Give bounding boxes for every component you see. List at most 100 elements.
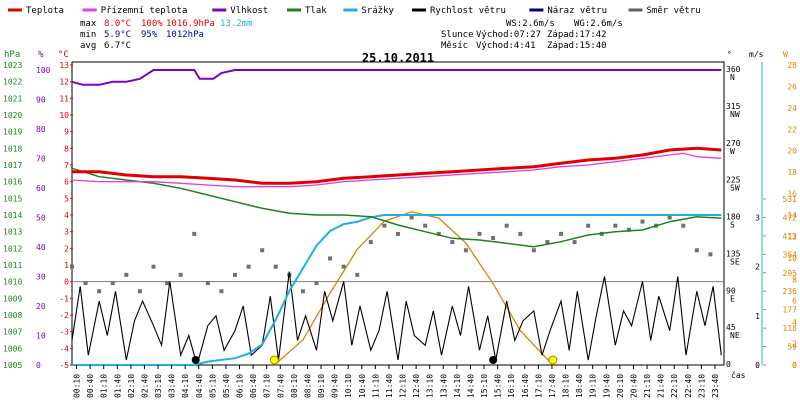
- x-tick-41: 20:40: [629, 374, 638, 398]
- deg-dir-7: NE: [730, 331, 740, 340]
- x-tick-37: 18:40: [575, 374, 584, 398]
- temp-tick-6: 7: [64, 161, 69, 170]
- wind-direction-point-12: [233, 272, 237, 277]
- x-tick-8: 04:10: [181, 374, 190, 398]
- x-tick-15: 07:40: [276, 374, 285, 398]
- hpa-tick-2: 1021: [3, 94, 22, 103]
- wind-direction-point-37: [572, 240, 577, 245]
- axis-label-w: W: [783, 50, 788, 59]
- hpa-tick-8: 1015: [3, 194, 22, 203]
- solar-tick-1: 472: [783, 213, 798, 222]
- x-tick-35: 17:40: [548, 374, 557, 398]
- solar-tick-3: 354: [783, 250, 798, 259]
- w-tick-12: 4: [792, 318, 797, 327]
- deg-tick-6: 90: [726, 286, 736, 295]
- solar-tick-7: 118: [783, 324, 798, 333]
- wind-direction-point-21: [355, 272, 360, 277]
- plot-area: [70, 69, 722, 368]
- wind-direction-point-38: [586, 223, 591, 228]
- temp-tick-0: 13: [59, 61, 69, 70]
- deg-tick-2: 270: [726, 139, 741, 148]
- sun-moon-markers: [191, 355, 558, 365]
- temp-tick-9: 4: [64, 211, 69, 220]
- temp-tick-11: 2: [64, 244, 69, 253]
- pct-tick-10: 0: [36, 361, 41, 370]
- wind-direction-point-28: [450, 240, 455, 245]
- hpa-tick-13: 1010: [3, 278, 22, 287]
- stats-min-hum: 95%: [141, 30, 158, 40]
- w-tick-7: 14: [787, 211, 797, 220]
- axis-label-pct: %: [38, 50, 44, 60]
- wind-direction-point-26: [423, 223, 428, 228]
- wind-direction-point-10: [205, 281, 210, 286]
- pct-tick-8: 20: [36, 302, 46, 311]
- legend-label-3: Tlak: [305, 6, 327, 16]
- info-box: WS:2.6m/s WG:2.6m/s Slunce Východ:07:27 …: [441, 19, 623, 51]
- solar-tick-9: 0: [792, 361, 797, 370]
- wind-direction-point-44: [667, 215, 672, 220]
- hpa-tick-0: 1023: [3, 61, 22, 70]
- ms-tick-1: 2: [755, 263, 760, 272]
- ms-tick-2: 1: [755, 312, 760, 321]
- x-tick-27: 13:40: [439, 374, 448, 398]
- wind-direction-point-7: [165, 281, 170, 286]
- wind-direction-point-35: [545, 240, 550, 245]
- x-tick-25: 12:40: [412, 374, 421, 398]
- w-tick-2: 24: [787, 104, 797, 113]
- wind-direction-point-0: [70, 264, 74, 269]
- info-moon-label: Měsíc: [441, 41, 468, 51]
- info-sun-set: Západ:17:42: [547, 30, 607, 40]
- x-tick-33: 16:40: [521, 374, 530, 398]
- x-tick-1: 00:40: [86, 374, 95, 398]
- x-tick-19: 09:40: [331, 374, 340, 398]
- stats-min-press: 1012hPa: [166, 30, 204, 40]
- legend-label-4: Srážky: [361, 6, 394, 16]
- series-humidity: [71, 69, 722, 86]
- deg-tick-8: 0: [726, 360, 731, 369]
- wind-direction-point-2: [97, 289, 102, 294]
- temp-tick-13: 0: [64, 278, 69, 287]
- wind-direction-point-40: [613, 223, 618, 228]
- pct-tick-1: 90: [36, 96, 46, 105]
- hpa-tick-1: 1022: [3, 78, 22, 87]
- wind-direction-point-4: [124, 272, 129, 277]
- hpa-tick-6: 1017: [3, 161, 22, 170]
- stats-max-hum: 100%: [141, 19, 163, 29]
- x-axis-label: čas: [731, 370, 746, 380]
- wind-direction-point-47: [708, 252, 713, 257]
- moonrise-marker: [191, 356, 200, 364]
- deg-tick-3: 225: [726, 176, 741, 185]
- x-tick-14: 07:10: [263, 374, 272, 398]
- wind-direction-point-31: [491, 235, 496, 240]
- x-tick-29: 14:40: [466, 374, 475, 398]
- solar-tick-5: 236: [783, 287, 798, 296]
- wind-direction-point-23: [382, 223, 387, 228]
- deg-dir-5: SE: [730, 257, 740, 266]
- temp-tick-12: 1: [64, 261, 69, 270]
- axis-label-hpa: hPa: [4, 50, 20, 60]
- x-tick-16: 08:10: [290, 374, 299, 398]
- pct-tick-6: 40: [36, 243, 46, 252]
- series-wind-speed: [71, 271, 722, 368]
- info-wg: WG:2.6m/s: [574, 19, 623, 29]
- x-tick-39: 19:40: [602, 374, 611, 398]
- sunrise-marker: [269, 355, 279, 365]
- x-tick-20: 10:10: [344, 374, 353, 398]
- x-tick-42: 21:10: [643, 374, 652, 398]
- info-moon-set: Západ:15:40: [547, 41, 607, 51]
- hpa-tick-17: 1006: [3, 344, 22, 353]
- series-ground-temperature: [71, 152, 722, 188]
- pct-tick-3: 70: [36, 155, 46, 164]
- wind-direction-point-24: [396, 231, 400, 236]
- wind-direction-point-19: [328, 256, 333, 261]
- stats-min-temp: 5.9°C: [104, 30, 131, 40]
- pct-tick-7: 30: [36, 273, 46, 282]
- deg-tick-4: 180: [726, 213, 741, 222]
- x-tick-36: 18:10: [562, 374, 571, 398]
- wind-direction-point-18: [314, 281, 319, 286]
- series-solar: [273, 211, 554, 366]
- deg-dir-2: W: [730, 147, 735, 156]
- deg-dir-6: E: [730, 294, 735, 303]
- hpa-tick-9: 1014: [3, 211, 22, 220]
- pct-tick-0: 100: [36, 66, 51, 75]
